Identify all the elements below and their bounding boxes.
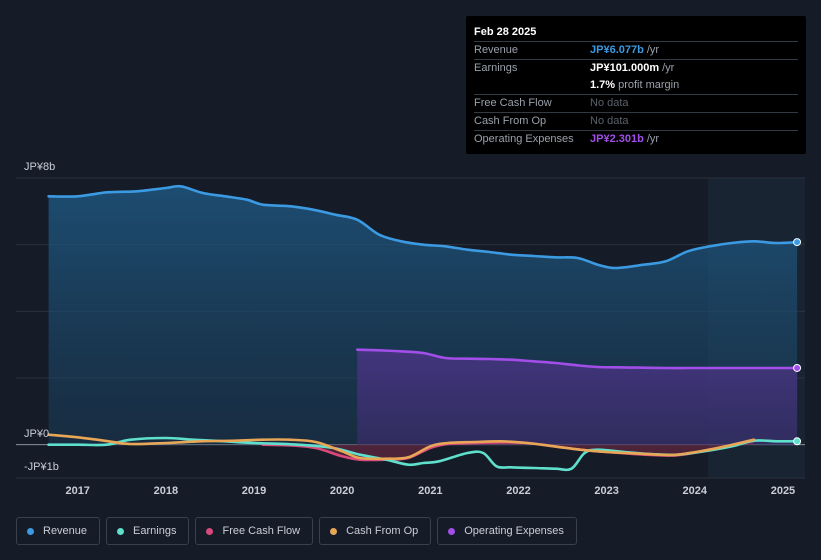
legend-dot-icon (330, 527, 338, 535)
legend-label: Operating Expenses (464, 525, 564, 537)
revenue-line (47, 184, 799, 270)
tooltip-value: 1.7% (590, 79, 616, 91)
legend-label: Free Cash Flow (222, 525, 301, 537)
x-tick-label: 2022 (506, 485, 530, 497)
legend-dot-icon (206, 527, 214, 535)
legend-dot-icon (448, 527, 456, 535)
tooltip-unit: /yr (646, 44, 660, 56)
tooltip-unit: /yr (662, 62, 675, 74)
series-areas (48, 186, 798, 460)
x-tick-label: 2017 (65, 485, 89, 497)
legend-item-revenue[interactable]: Revenue (16, 517, 101, 545)
tooltip-row-opex: Operating Expenses JP¥2.301b /yr (474, 131, 798, 148)
x-axis-ticks: 2017 2018 2019 2020 2021 2022 2023 2024 2025 (65, 485, 795, 497)
x-tick-label: 2021 (418, 485, 442, 497)
operating-expenses-line (355, 348, 799, 370)
free-cash-flow-area (262, 440, 754, 460)
tooltip-label: Earnings (474, 62, 518, 74)
tooltip-date: Feb 28 2025 (474, 24, 798, 42)
tooltip-unit: /yr (646, 133, 660, 145)
tooltip-label (474, 77, 590, 94)
operating-expenses-area (357, 349, 798, 445)
revenue-end-dot[interactable] (793, 238, 802, 247)
legend-label: Cash From Op (346, 525, 419, 537)
legend-label: Revenue (43, 525, 88, 537)
tooltip-label: Free Cash Flow (474, 97, 552, 109)
tooltip-row-margin: 1.7% profit margin (474, 77, 798, 95)
tooltip-value: JP¥2.301b (590, 133, 644, 145)
tooltip-row-cfo: Cash From Op No data (474, 113, 798, 131)
tooltip-unit: profit margin (618, 79, 680, 91)
legend-item-cash-from-op[interactable]: Cash From Op (319, 517, 432, 545)
x-tick-label: 2018 (154, 485, 178, 497)
tooltip-value: No data (590, 97, 629, 109)
tooltip-label: Revenue (474, 44, 519, 56)
x-tick-label: 2023 (594, 485, 618, 497)
series-lines (47, 184, 799, 472)
legend-dot-icon (117, 527, 125, 535)
tooltip-label: Operating Expenses (474, 133, 574, 145)
x-tick-label: 2020 (330, 485, 354, 497)
legend-dot-icon (27, 527, 34, 535)
tooltip-row-fcf: Free Cash Flow No data (474, 95, 798, 113)
legend-label: Earnings (133, 525, 177, 537)
tooltip-value: JP¥101.000m (590, 62, 660, 74)
earnings-end-dot[interactable] (793, 437, 802, 446)
legend-item-operating-expenses[interactable]: Operating Expenses (437, 517, 577, 545)
tooltip-value: No data (590, 115, 629, 127)
tooltip-label: Cash From Op (474, 115, 547, 127)
cash-from-op-line (47, 433, 756, 461)
tooltip-row-revenue: Revenue JP¥6.077b /yr (474, 42, 798, 60)
tooltip-value: JP¥6.077b (590, 44, 644, 56)
legend: Revenue Earnings Free Cash Flow Cash Fro… (16, 517, 577, 545)
tooltip-row-earnings: Earnings JP¥101.000m /yr (474, 60, 798, 77)
legend-item-free-cash-flow[interactable]: Free Cash Flow (195, 517, 314, 545)
y-label-top: JP¥8b (24, 161, 55, 173)
x-tick-label: 2025 (771, 485, 795, 497)
tooltip-panel: Feb 28 2025 Revenue JP¥6.077b /yr Earnin… (466, 16, 806, 154)
legend-item-earnings[interactable]: Earnings (106, 517, 190, 545)
x-tick-label: 2024 (683, 485, 708, 497)
y-label-zero: JP¥0 (24, 428, 49, 440)
series-end-dots (793, 238, 802, 446)
x-tick-label: 2019 (242, 485, 266, 497)
y-label-bottom: -JP¥1b (24, 461, 59, 473)
operating-expenses-end-dot[interactable] (793, 363, 802, 372)
